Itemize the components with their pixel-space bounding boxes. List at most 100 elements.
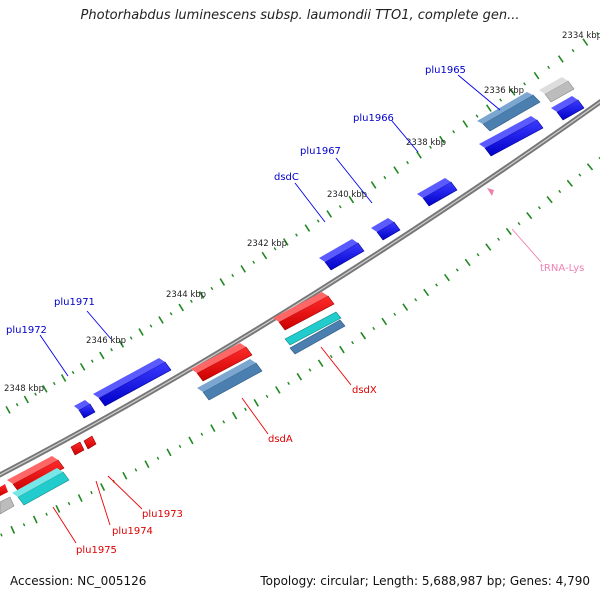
inner-tick	[231, 411, 238, 420]
gene-label-plu1974[interactable]: plu1974	[112, 526, 153, 537]
inner-tick	[381, 317, 388, 326]
inner-tick	[253, 398, 259, 407]
inner-tick	[144, 460, 150, 469]
inner-tick	[200, 432, 204, 436]
gene-block-red-edge[interactable]	[0, 484, 8, 496]
outer-tick	[304, 224, 311, 232]
outer-tick	[158, 316, 164, 324]
inner-tick	[372, 326, 376, 331]
gene-label-dsdX[interactable]: dsdX	[352, 385, 377, 396]
outer-tick	[110, 348, 113, 352]
trna-lys-marker[interactable]	[487, 188, 494, 196]
inner-tick	[166, 448, 172, 457]
outer-tick	[596, 31, 600, 36]
inner-tick	[10, 525, 16, 534]
gene-block-plu1973[interactable]	[83, 435, 97, 450]
inner-tick	[55, 504, 61, 513]
gene-block-plu1974[interactable]	[70, 441, 85, 456]
outer-tick	[348, 195, 355, 204]
gene-block-plu1967-top	[417, 178, 451, 198]
outer-ticks	[0, 31, 600, 417]
leader-lines	[39, 74, 542, 544]
inner-tick	[351, 341, 354, 345]
gene-label-plu1965[interactable]: plu1965	[425, 65, 466, 76]
inner-tick	[210, 424, 216, 432]
gene-label-plu1966[interactable]: plu1966	[353, 113, 394, 124]
outer-tick	[416, 151, 422, 159]
gene-block-dsdC-top	[371, 218, 394, 232]
gene-block-plu1972[interactable]	[78, 403, 96, 419]
inner-tick	[393, 312, 397, 316]
gene-block-plu1975-cyan[interactable]	[17, 471, 70, 506]
gene-label-plu1973[interactable]: plu1973	[142, 509, 183, 520]
leader-dsdC	[294, 182, 326, 223]
outer-tick	[582, 38, 589, 46]
scale-labels: 2334 kbp 2336 kbp 2338 kbp 2340 kbp 2342…	[4, 31, 600, 394]
outer-tick	[34, 392, 37, 396]
length-label: Length:	[372, 574, 419, 588]
length-value: 5,688,987 bp	[421, 574, 502, 588]
gene-block-dsdX-steel[interactable]	[289, 319, 346, 355]
leader-plu1974	[95, 480, 111, 526]
accession-label: Accession:	[10, 574, 74, 588]
inner-tick	[296, 372, 303, 381]
inner-tick	[517, 221, 521, 226]
inner-tick	[423, 288, 430, 297]
leader-plu1973	[107, 475, 143, 510]
outer-tick	[326, 210, 333, 218]
inner-tick	[90, 490, 93, 495]
inner-tick	[414, 298, 418, 302]
outer-tick	[15, 403, 19, 407]
outer-tick	[178, 303, 184, 312]
gene-label-trna-lys[interactable]: tRNA-Lys	[540, 263, 584, 274]
inner-tick	[134, 468, 138, 472]
gene-label-plu1967[interactable]: plu1967	[300, 146, 341, 157]
inner-tick	[32, 515, 38, 524]
inner-tick	[22, 523, 26, 527]
inner-tick	[156, 456, 160, 460]
gene-block-plu1966[interactable]	[484, 119, 544, 157]
inner-tick	[317, 359, 324, 368]
outer-tick	[261, 251, 268, 260]
leader-dsdA	[241, 397, 269, 435]
gene-block-dsdA-steel-top	[197, 359, 256, 392]
gene-label-plu1971[interactable]: plu1971	[54, 297, 95, 308]
gene-label-plu1975[interactable]: plu1975	[76, 545, 117, 556]
gene-block-gray-edge[interactable]	[0, 496, 15, 515]
outer-tick	[252, 260, 256, 264]
leader-plu1972	[39, 334, 69, 377]
map-title: Photorhabdus luminescens subsp. laumondi…	[80, 8, 520, 23]
gene-label-plu1972[interactable]: plu1972	[6, 325, 47, 336]
scale-label-2344: 2344 kbp	[166, 290, 206, 300]
gene-block-dsdC[interactable]	[376, 221, 401, 241]
gene-label-dsdC[interactable]: dsdC	[274, 172, 299, 183]
topology-label: Topology:	[260, 574, 317, 588]
leader-plu1975	[52, 506, 77, 544]
leader-plu1967	[335, 157, 373, 204]
leader-plu1965	[457, 74, 501, 111]
outer-tick	[383, 175, 387, 180]
inner-tick	[308, 368, 312, 372]
outer-tick	[149, 324, 153, 328]
outer-tick	[406, 160, 409, 165]
inner-tick	[497, 237, 501, 241]
gene-label-dsdA[interactable]: dsdA	[268, 434, 293, 445]
outer-tick	[240, 265, 246, 273]
scale-label-2340: 2340 kbp	[327, 190, 367, 200]
reverse-genes	[0, 292, 346, 515]
leader-dsdX	[320, 346, 352, 386]
gene-block-plu1975-top	[7, 456, 58, 484]
outer-tick	[5, 406, 11, 414]
inner-tick	[45, 512, 48, 516]
inner-tick	[100, 483, 106, 491]
footer-summary: Topology: circular; Length: 5,688,987 bp…	[260, 574, 590, 588]
inner-tick	[275, 386, 281, 394]
outer-tick	[71, 370, 75, 375]
outer-tick	[42, 384, 48, 393]
outer-tick	[219, 278, 226, 286]
gene-block-plu1965-top	[477, 92, 533, 124]
outer-tick	[90, 359, 94, 363]
inner-tick	[244, 407, 247, 411]
gene-block-dsdX-cyan[interactable]	[284, 311, 342, 346]
